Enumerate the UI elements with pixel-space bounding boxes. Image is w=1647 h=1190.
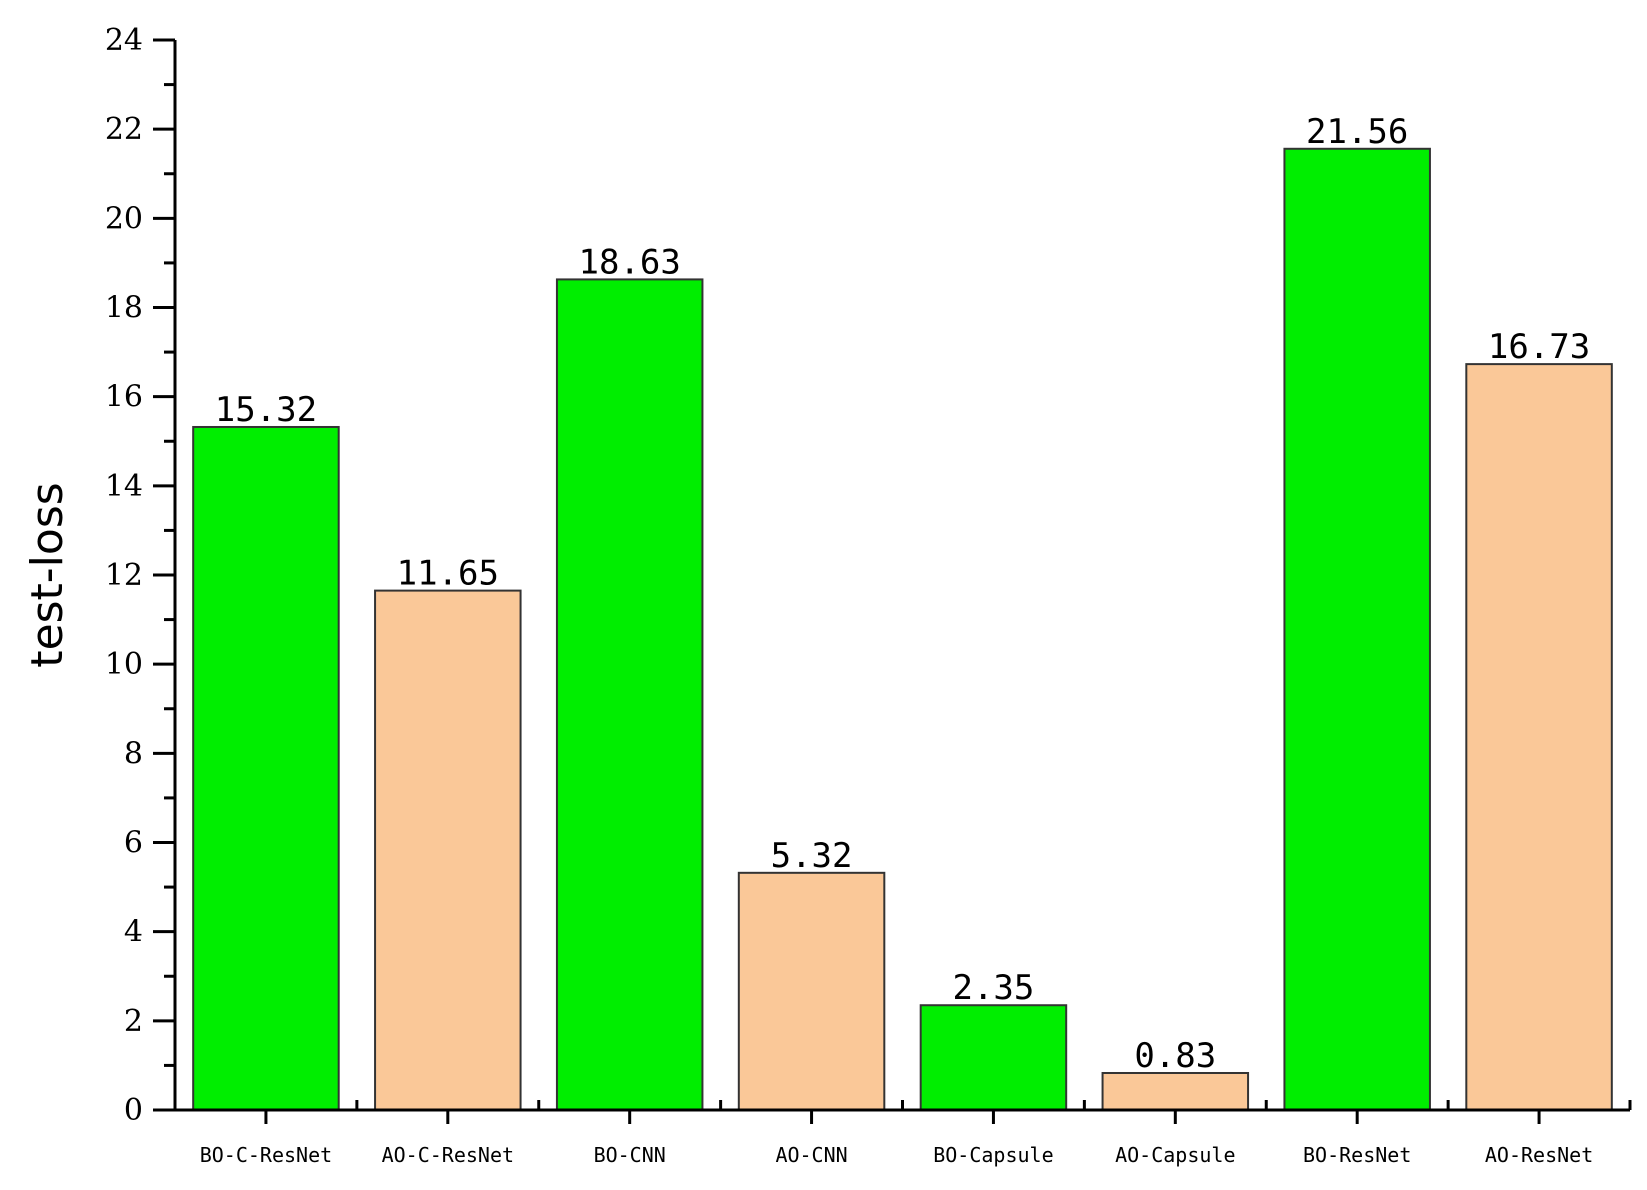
bars-group — [192, 147, 1613, 1112]
x-tick-label: AO-CNN — [775, 1143, 847, 1167]
y-tick-label: 14 — [105, 469, 143, 504]
bar-bo-cnn — [555, 278, 704, 1112]
y-tick-label: 16 — [105, 380, 143, 415]
y-tick-label: 8 — [124, 736, 143, 771]
x-tick-label: AO-ResNet — [1485, 1143, 1593, 1167]
bar-bo-capsule — [919, 1004, 1068, 1112]
bar-bo-resnet — [1283, 147, 1431, 1112]
y-tick-label: 0 — [124, 1093, 143, 1128]
y-tick-label: 12 — [105, 558, 143, 593]
x-tick-label: BO-ResNet — [1303, 1143, 1411, 1167]
y-tick-label: 24 — [105, 23, 143, 58]
y-tick-label: 20 — [105, 201, 143, 236]
y-axis-title: test-loss — [22, 482, 73, 667]
y-tick-label: 10 — [105, 647, 143, 682]
value-label: 5.32 — [771, 836, 853, 876]
bar-ao-cnn — [737, 871, 886, 1111]
value-label: 16.73 — [1488, 327, 1590, 367]
y-tick-label: 18 — [105, 291, 143, 326]
value-label: 18.63 — [579, 242, 681, 282]
value-label: 11.65 — [397, 554, 499, 594]
value-label: 21.56 — [1306, 112, 1408, 152]
y-tick-label: 6 — [124, 826, 143, 861]
value-label: 15.32 — [215, 390, 317, 430]
x-tick-label: AO-Capsule — [1115, 1143, 1235, 1167]
x-tick-label: AO-C-ResNet — [382, 1143, 514, 1167]
x-axis: BO-C-ResNet AO-C-ResNet BO-CNN AO-CNN BO-Cap… — [173, 1100, 1632, 1167]
value-label: 2.35 — [952, 968, 1034, 1008]
value-labels-group: 15.32 11.65 18.63 5.32 2.35 0.83 21.56 16.73 — [215, 112, 1590, 1076]
x-tick-label: BO-Capsule — [933, 1143, 1053, 1167]
bar-bo-c-resnet — [192, 425, 340, 1111]
bar-ao-c-resnet — [374, 589, 522, 1111]
x-tick-label: BO-CNN — [594, 1143, 666, 1167]
y-tick-label: 22 — [105, 112, 143, 147]
bar-ao-capsule — [1101, 1071, 1250, 1112]
y-tick-label: 2 — [124, 1004, 143, 1039]
value-label: 0.83 — [1134, 1036, 1216, 1076]
bar-ao-resnet — [1465, 363, 1613, 1111]
y-tick-label: 4 — [124, 915, 143, 950]
x-tick-label: BO-C-ResNet — [200, 1143, 332, 1167]
